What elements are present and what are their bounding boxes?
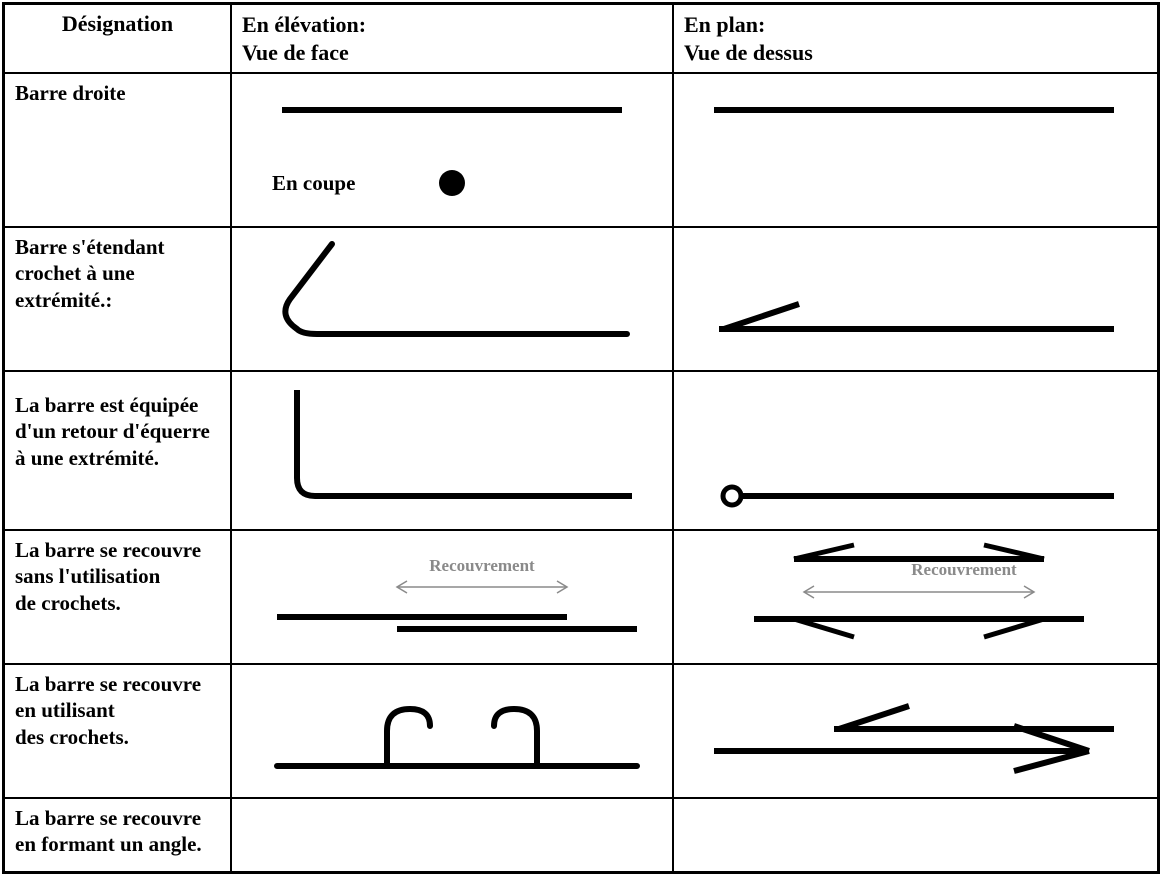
header-plan-line1: En plan: [684,12,765,37]
svg-plan-recouvre-avec [684,671,1147,791]
hook-left-icon [277,709,430,766]
svg-elev-recouvre-angle [242,805,662,865]
plan-recouvre-sans-crochets: Recouvrement [673,530,1159,664]
header-elevation-line1: En élévation: [242,12,366,37]
recouvrement-label: Recouvrement [911,560,1017,579]
open-circle-icon [723,487,741,505]
svg-plan-retour-equerre [684,378,1147,523]
row-barre-droite: Barre droite En coupe [4,73,1159,227]
header-plan-line2: Vue de dessus [684,40,813,65]
svg-plan-barre-droite [684,80,1147,220]
plan-recouvre-angle [673,798,1159,873]
header-plan: En plan: Vue de dessus [673,4,1159,74]
svg-elev-barre-crochet [242,234,662,364]
plan-retour-equerre [673,371,1159,530]
label-barre-crochet: Barre s'étendant crochet à une extrémité… [4,227,232,371]
label-line: Barre droite [15,81,126,105]
label-line: La barre se recouvre [15,806,201,830]
elev-retour-equerre [231,371,673,530]
plan-barre-droite [673,73,1159,227]
square-return-icon [297,390,632,496]
label-barre-droite: Barre droite [4,73,232,227]
label-line: en formant un angle. [15,832,202,856]
elev-barre-droite: En coupe [231,73,673,227]
hook-tick-icon [839,706,909,729]
label-retour-equerre: La barre est équipée d'un retour d'équer… [4,371,232,530]
hook-right-icon [494,709,637,766]
elev-recouvre-avec-crochets [231,664,673,798]
label-line: extrémité.: [15,288,112,312]
row-retour-equerre: La barre est équipée d'un retour d'équer… [4,371,1159,530]
header-designation-text: Désignation [62,11,173,36]
row-recouvre-angle: La barre se recouvre en formant un angle… [4,798,1159,873]
label-line: à une extrémité. [15,446,159,470]
header-designation: Désignation [4,4,232,74]
label-line: des crochets. [15,725,129,749]
rebar-symbols-table: Désignation En élévation: Vue de face En… [2,2,1160,874]
label-line: La barre se recouvre [15,672,201,696]
header-elevation-line2: Vue de face [242,40,349,65]
label-line: d'un retour d'équerre [15,419,210,443]
svg-elev-recouvre-sans: Recouvrement [242,537,662,657]
label-line: Barre s'étendant [15,235,165,259]
hook-tick-icon [724,304,799,329]
section-dot-icon [439,170,465,196]
label-line: sans l'utilisation [15,564,160,588]
recouvrement-label: Recouvrement [429,556,535,575]
label-recouvre-angle: La barre se recouvre en formant un angle… [4,798,232,873]
header-elevation: En élévation: Vue de face [231,4,673,74]
label-line: en utilisant [15,698,115,722]
svg-plan-recouvre-sans: Recouvrement [684,537,1147,657]
svg-elev-barre-droite: En coupe [242,80,662,220]
label-line: La barre se recouvre [15,538,201,562]
label-line: crochet à une [15,261,135,285]
label-recouvre-sans-crochets: La barre se recouvre sans l'utilisation … [4,530,232,664]
label-line: La barre est équipée [15,393,198,417]
elev-recouvre-angle [231,798,673,873]
label-line: de crochets. [15,591,121,615]
row-recouvre-avec-crochets: La barre se recouvre en utilisant des cr… [4,664,1159,798]
svg-elev-retour-equerre [242,378,662,523]
row-barre-crochet: Barre s'étendant crochet à une extrémité… [4,227,1159,371]
hook-bar-icon [285,244,627,334]
elev-recouvre-sans-crochets: Recouvrement [231,530,673,664]
svg-plan-recouvre-angle [684,805,1147,865]
plan-barre-crochet [673,227,1159,371]
table-header-row: Désignation En élévation: Vue de face En… [4,4,1159,74]
svg-elev-recouvre-avec [242,671,662,791]
en-coupe-text: En coupe [272,171,355,195]
plan-recouvre-avec-crochets [673,664,1159,798]
elev-barre-crochet [231,227,673,371]
page: Désignation En élévation: Vue de face En… [0,2,1166,826]
svg-plan-barre-crochet [684,234,1147,364]
label-recouvre-avec-crochets: La barre se recouvre en utilisant des cr… [4,664,232,798]
row-recouvre-sans-crochets: La barre se recouvre sans l'utilisation … [4,530,1159,664]
